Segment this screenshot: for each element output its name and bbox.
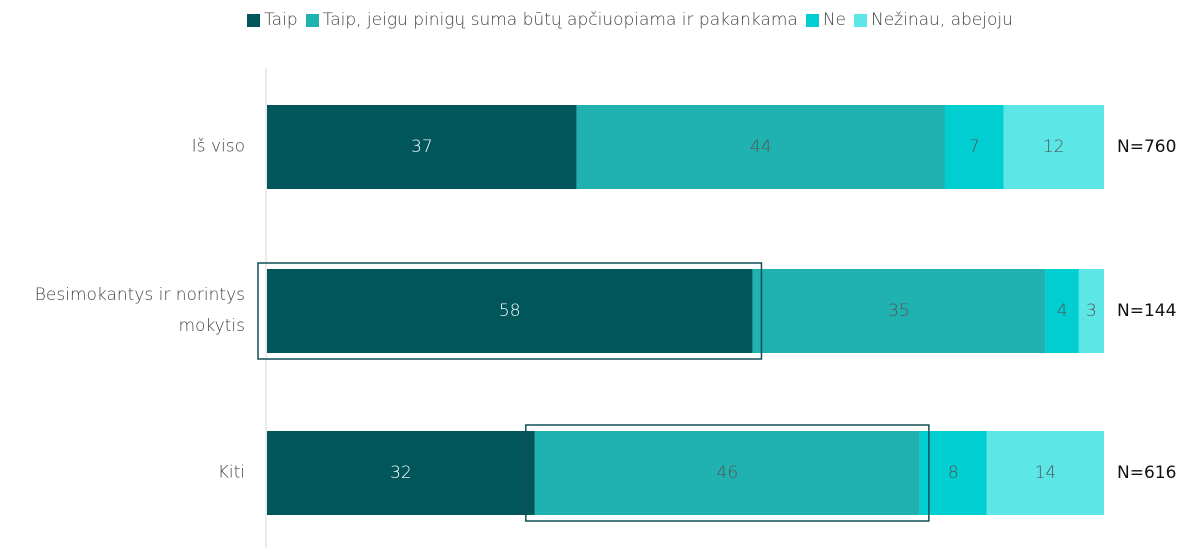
data-label: 12 xyxy=(1043,137,1065,157)
data-label: 58 xyxy=(499,301,521,321)
legend-label: Ne xyxy=(822,10,846,30)
data-label: 4 xyxy=(1057,301,1068,321)
legend-item: Ne xyxy=(805,10,846,30)
legend-swatch xyxy=(854,13,867,27)
bar-segment xyxy=(534,431,920,515)
legend-item: Taip, jeigu pinigų suma būtų apčiuopiama… xyxy=(305,10,798,30)
data-label: 3 xyxy=(1086,301,1097,321)
bar-segment xyxy=(986,431,1104,515)
legend-label: Taip, jeigu pinigų suma būtų apčiuopiama… xyxy=(322,10,798,30)
data-label: 37 xyxy=(411,137,433,157)
legend-label: Nežinau, abejoju xyxy=(871,10,1013,30)
bar-segment xyxy=(1003,105,1104,189)
data-label: 32 xyxy=(390,463,412,483)
bar-segment xyxy=(576,105,945,189)
category-label: Besimokantys ir norintys mokytis xyxy=(34,285,245,336)
category-label: Kiti xyxy=(217,462,245,483)
legend-swatch xyxy=(247,13,261,27)
bar-segment xyxy=(944,105,1004,189)
legend-swatch xyxy=(805,13,819,27)
data-label: 7 xyxy=(969,137,980,157)
legend-item: Nežinau, abejoju xyxy=(854,10,1013,30)
bar-segment xyxy=(919,431,987,515)
legend: Taip Taip, jeigu pinigų suma būtų apčiuop… xyxy=(0,10,1180,30)
bar-segment xyxy=(267,431,535,515)
data-label: 46 xyxy=(717,463,739,483)
bar-segment xyxy=(267,105,577,189)
highlight-frame xyxy=(525,424,930,522)
category-label: Iš viso xyxy=(191,136,245,157)
data-label: 8 xyxy=(948,463,959,483)
legend-label: Taip xyxy=(264,10,298,30)
n-label: N=616 xyxy=(1117,463,1176,483)
bar-segment xyxy=(1078,269,1104,353)
bar-segment xyxy=(267,269,753,353)
n-label: N=144 xyxy=(1117,301,1176,321)
legend-item: Taip xyxy=(247,10,298,30)
bar-segment xyxy=(752,269,1046,353)
data-label: 35 xyxy=(888,301,910,321)
highlight-frame xyxy=(257,262,763,360)
bar-segment xyxy=(1045,269,1079,353)
legend-swatch xyxy=(305,13,319,27)
n-label: N=760 xyxy=(1117,137,1176,157)
data-label: 44 xyxy=(750,137,772,157)
data-label: 14 xyxy=(1035,463,1057,483)
